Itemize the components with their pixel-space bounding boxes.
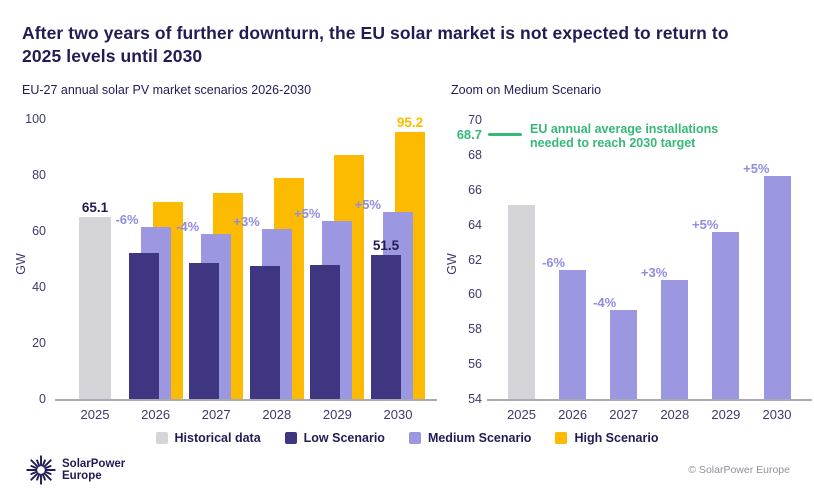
legend-label-low-scenario: Low Scenario (303, 431, 385, 445)
bar-2025-historical-data (79, 216, 111, 399)
legend-item-historical-data: Historical data (155, 431, 261, 445)
x-tick-2026: 2026 (558, 407, 588, 422)
y-tick-54: 54 (468, 392, 482, 406)
legend-swatch-historical-data (155, 432, 168, 444)
target-line-marker (488, 133, 522, 137)
bar-2028-low-scenario (249, 266, 280, 399)
x-tick-2029: 2029 (711, 407, 741, 422)
bar-2026-medium-scenario (559, 269, 587, 399)
bar-2025-historical-data (508, 205, 535, 399)
pct-label-2029: +5% (294, 205, 321, 221)
legend-item-low-scenario: Low Scenario (284, 431, 385, 445)
x-axis-line (55, 399, 437, 401)
x-axis-line (487, 399, 812, 401)
y-tick-58: 58 (468, 322, 482, 337)
y-tick-80: 80 (32, 168, 46, 182)
x-tick-2030: 2030 (383, 407, 413, 422)
pct-label-2027: -4% (176, 218, 200, 234)
pct-label-2030: +5% (354, 196, 381, 212)
y-axis-label: GW (14, 253, 28, 275)
x-tick-2026: 2026 (141, 407, 171, 422)
value-label-2025-historical-data: 65.1 (81, 199, 109, 215)
y-tick-64: 64 (468, 217, 482, 232)
legend-swatch-high-scenario (555, 432, 568, 444)
legend-item-high-scenario: High Scenario (555, 431, 658, 445)
logo-text-line1: SolarPower (62, 457, 126, 470)
y-tick-68: 68 (468, 147, 482, 162)
y-tick-66: 66 (468, 182, 482, 197)
pct-label-2026: -6% (115, 212, 139, 228)
legend-swatch-medium-scenario (408, 432, 421, 444)
bar-2027-low-scenario (189, 263, 220, 399)
solarpower-europe-logo: SolarPower Europe (26, 455, 125, 485)
bar-2029-medium-scenario (712, 231, 740, 399)
copyright-notice: © SolarPower Europe (688, 464, 790, 476)
target-value-label: 68.7 (456, 126, 482, 142)
x-tick-2029: 2029 (322, 407, 352, 422)
target-annotation: EU annual average installations needed t… (530, 121, 719, 151)
bar-2030-medium-scenario (763, 175, 791, 399)
sunburst-logo-icon (26, 455, 56, 485)
y-tick-56: 56 (468, 357, 482, 372)
pct-label-2028: +3% (640, 265, 668, 281)
legend-label-medium-scenario: Medium Scenario (427, 431, 532, 445)
pct-label-2029: +5% (692, 216, 719, 232)
page-title: After two years of further downturn, the… (22, 23, 729, 67)
y-axis-label: GW (445, 253, 459, 275)
x-tick-2027: 2027 (609, 407, 639, 422)
pct-label-2027: -4% (593, 295, 617, 311)
bar-2029-low-scenario (310, 264, 341, 399)
y-tick-100: 100 (25, 112, 46, 126)
left-bar-chart: 0 20 40 60 80 100 GW 2025 2026 2027 2028 2029 2030 65… (0, 105, 450, 435)
bar-2030-low-scenario (371, 254, 401, 399)
bar-2026-low-scenario (128, 253, 159, 399)
legend-label-historical-data: Historical data (174, 431, 261, 445)
y-tick-20: 20 (32, 336, 46, 350)
bar-2027-medium-scenario (610, 310, 638, 399)
x-tick-2025: 2025 (80, 407, 110, 422)
logo-text: SolarPower Europe (62, 458, 125, 483)
x-tick-2030: 2030 (762, 407, 792, 422)
right-chart-subtitle: Zoom on Medium Scenario (451, 83, 602, 97)
right-bar-chart: 54 56 58 60 62 64 66 68 70 GW 2025 2026 2027 2028 2029… (445, 105, 814, 435)
legend-swatch-low-scenario (284, 432, 297, 444)
y-tick-62: 62 (468, 252, 482, 267)
bar-2028-medium-scenario (661, 280, 689, 399)
pct-label-2026: -6% (541, 254, 566, 270)
legend-item-medium-scenario: Medium Scenario (408, 431, 532, 445)
y-tick-0: 0 (39, 392, 46, 406)
pct-label-2028: +3% (233, 213, 260, 229)
left-chart-subtitle: EU-27 annual solar PV market scenarios 2… (22, 83, 312, 97)
y-tick-70: 70 (468, 113, 482, 127)
x-tick-2028: 2028 (262, 407, 292, 422)
pct-label-2030: +5% (743, 160, 770, 176)
y-tick-60: 60 (468, 287, 482, 302)
value-label-2030-low-scenario: 51.5 (372, 237, 400, 253)
x-tick-2027: 2027 (201, 407, 231, 422)
x-tick-2025: 2025 (507, 407, 536, 422)
x-tick-2028: 2028 (660, 407, 690, 422)
legend-label-high-scenario: High Scenario (574, 431, 659, 445)
y-tick-60: 60 (32, 224, 46, 238)
value-label-2030-high-scenario: 95.2 (396, 115, 424, 131)
logo-text-line2: Europe (62, 470, 102, 482)
chart-legend: Historical data Low Scenario Medium Scenar… (0, 431, 814, 445)
y-tick-40: 40 (32, 280, 46, 294)
